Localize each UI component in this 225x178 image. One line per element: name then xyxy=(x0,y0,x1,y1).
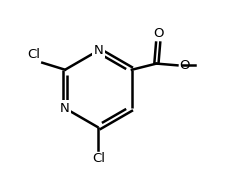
Text: Cl: Cl xyxy=(28,48,40,61)
Text: N: N xyxy=(94,44,103,57)
Text: N: N xyxy=(60,102,70,115)
Text: O: O xyxy=(179,59,190,72)
Text: O: O xyxy=(153,27,163,40)
Text: Cl: Cl xyxy=(92,152,105,165)
